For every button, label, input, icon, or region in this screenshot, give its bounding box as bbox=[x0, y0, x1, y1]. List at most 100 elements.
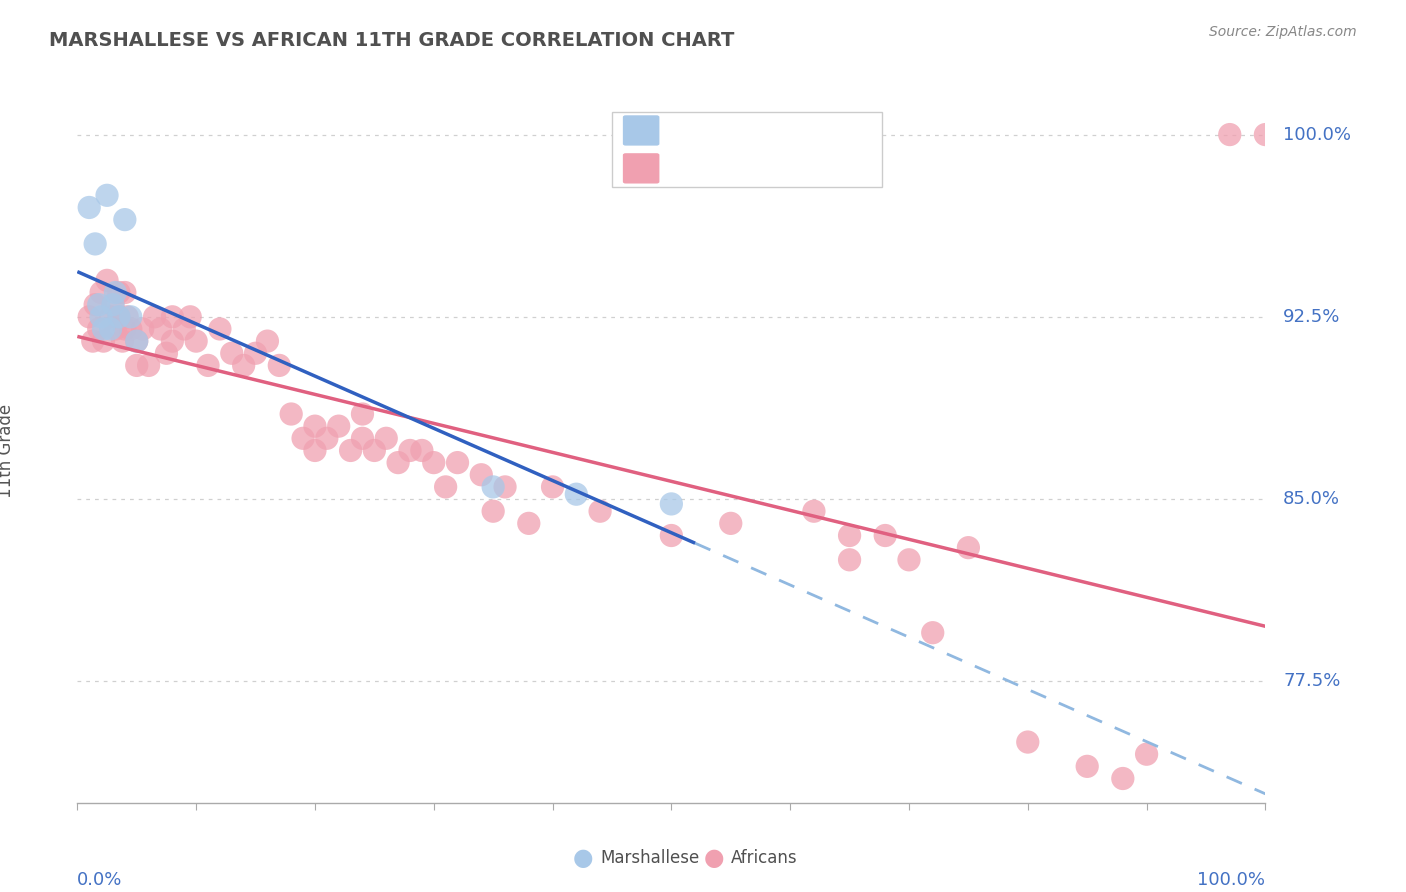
Point bbox=[245, 346, 267, 360]
Point bbox=[120, 322, 142, 336]
Point bbox=[84, 298, 107, 312]
Point bbox=[434, 480, 457, 494]
Point bbox=[720, 516, 742, 531]
Point bbox=[315, 431, 337, 445]
Point bbox=[138, 359, 160, 373]
Point bbox=[898, 553, 921, 567]
Text: ●: ● bbox=[704, 847, 724, 870]
Point bbox=[328, 419, 350, 434]
Point bbox=[232, 359, 254, 373]
Point bbox=[1254, 128, 1277, 142]
Point bbox=[269, 359, 291, 373]
Point bbox=[155, 346, 177, 360]
Text: Source: ZipAtlas.com: Source: ZipAtlas.com bbox=[1209, 25, 1357, 39]
Point bbox=[90, 285, 112, 300]
Point bbox=[304, 443, 326, 458]
Point bbox=[411, 443, 433, 458]
Point bbox=[292, 431, 315, 445]
Point bbox=[661, 528, 683, 542]
Point bbox=[101, 298, 124, 312]
Point bbox=[1219, 128, 1241, 142]
Point bbox=[339, 443, 361, 458]
Point bbox=[84, 236, 107, 251]
Point bbox=[125, 359, 148, 373]
Point bbox=[179, 310, 201, 324]
Text: MARSHALLESE VS AFRICAN 11TH GRADE CORRELATION CHART: MARSHALLESE VS AFRICAN 11TH GRADE CORREL… bbox=[49, 31, 734, 50]
Point bbox=[565, 487, 588, 501]
Text: 92.5%: 92.5% bbox=[1284, 308, 1340, 326]
Point bbox=[87, 298, 110, 312]
Point bbox=[221, 346, 243, 360]
Point bbox=[131, 322, 153, 336]
Point bbox=[661, 497, 683, 511]
Point bbox=[446, 456, 468, 470]
Point bbox=[280, 407, 302, 421]
Point bbox=[541, 480, 564, 494]
Point bbox=[114, 285, 136, 300]
Point bbox=[186, 334, 208, 348]
Point bbox=[1136, 747, 1159, 762]
Point bbox=[125, 334, 148, 348]
Point bbox=[208, 322, 231, 336]
Point bbox=[108, 310, 131, 324]
Point bbox=[111, 334, 134, 348]
Point bbox=[162, 334, 184, 348]
Point bbox=[304, 419, 326, 434]
Point bbox=[96, 273, 118, 287]
Point bbox=[470, 467, 492, 482]
Point bbox=[115, 310, 138, 324]
Point bbox=[100, 310, 122, 324]
Text: R = -0.648   N = 16: R = -0.648 N = 16 bbox=[668, 121, 858, 139]
Point bbox=[517, 516, 540, 531]
Text: 100.0%: 100.0% bbox=[1198, 871, 1265, 888]
Point bbox=[143, 310, 166, 324]
Point bbox=[1017, 735, 1039, 749]
Point bbox=[197, 359, 219, 373]
Text: 100.0%: 100.0% bbox=[1284, 126, 1351, 144]
Point bbox=[875, 528, 897, 542]
Text: ●: ● bbox=[574, 847, 593, 870]
Text: 77.5%: 77.5% bbox=[1284, 673, 1340, 690]
Point bbox=[494, 480, 516, 494]
Point bbox=[352, 407, 374, 421]
Text: 11th Grade: 11th Grade bbox=[0, 403, 15, 498]
Point bbox=[1076, 759, 1098, 773]
Point bbox=[375, 431, 398, 445]
Point bbox=[162, 310, 184, 324]
Point bbox=[108, 285, 131, 300]
Point bbox=[93, 334, 115, 348]
Text: R =  0.267   N = 74: R = 0.267 N = 74 bbox=[668, 160, 858, 178]
Point bbox=[387, 456, 409, 470]
Point bbox=[87, 322, 110, 336]
Text: Marshallese: Marshallese bbox=[600, 849, 700, 867]
Point bbox=[423, 456, 446, 470]
Text: 85.0%: 85.0% bbox=[1284, 490, 1340, 508]
Point bbox=[589, 504, 612, 518]
Point bbox=[149, 322, 172, 336]
Point bbox=[352, 431, 374, 445]
Point bbox=[803, 504, 825, 518]
Point bbox=[114, 212, 136, 227]
Point bbox=[90, 310, 112, 324]
Point bbox=[399, 443, 422, 458]
Point bbox=[77, 310, 100, 324]
Point bbox=[77, 201, 100, 215]
Point bbox=[104, 285, 127, 300]
Point bbox=[173, 322, 195, 336]
Point bbox=[125, 334, 148, 348]
Point bbox=[104, 322, 127, 336]
Text: Africans: Africans bbox=[731, 849, 797, 867]
Point bbox=[921, 625, 943, 640]
Point bbox=[482, 480, 505, 494]
Point bbox=[838, 528, 860, 542]
Point bbox=[82, 334, 104, 348]
Point bbox=[108, 310, 131, 324]
Point bbox=[96, 188, 118, 202]
Point bbox=[1112, 772, 1135, 786]
Point bbox=[114, 322, 136, 336]
Point bbox=[120, 310, 142, 324]
Text: 0.0%: 0.0% bbox=[77, 871, 122, 888]
Point bbox=[93, 322, 115, 336]
Point bbox=[957, 541, 980, 555]
Point bbox=[838, 553, 860, 567]
